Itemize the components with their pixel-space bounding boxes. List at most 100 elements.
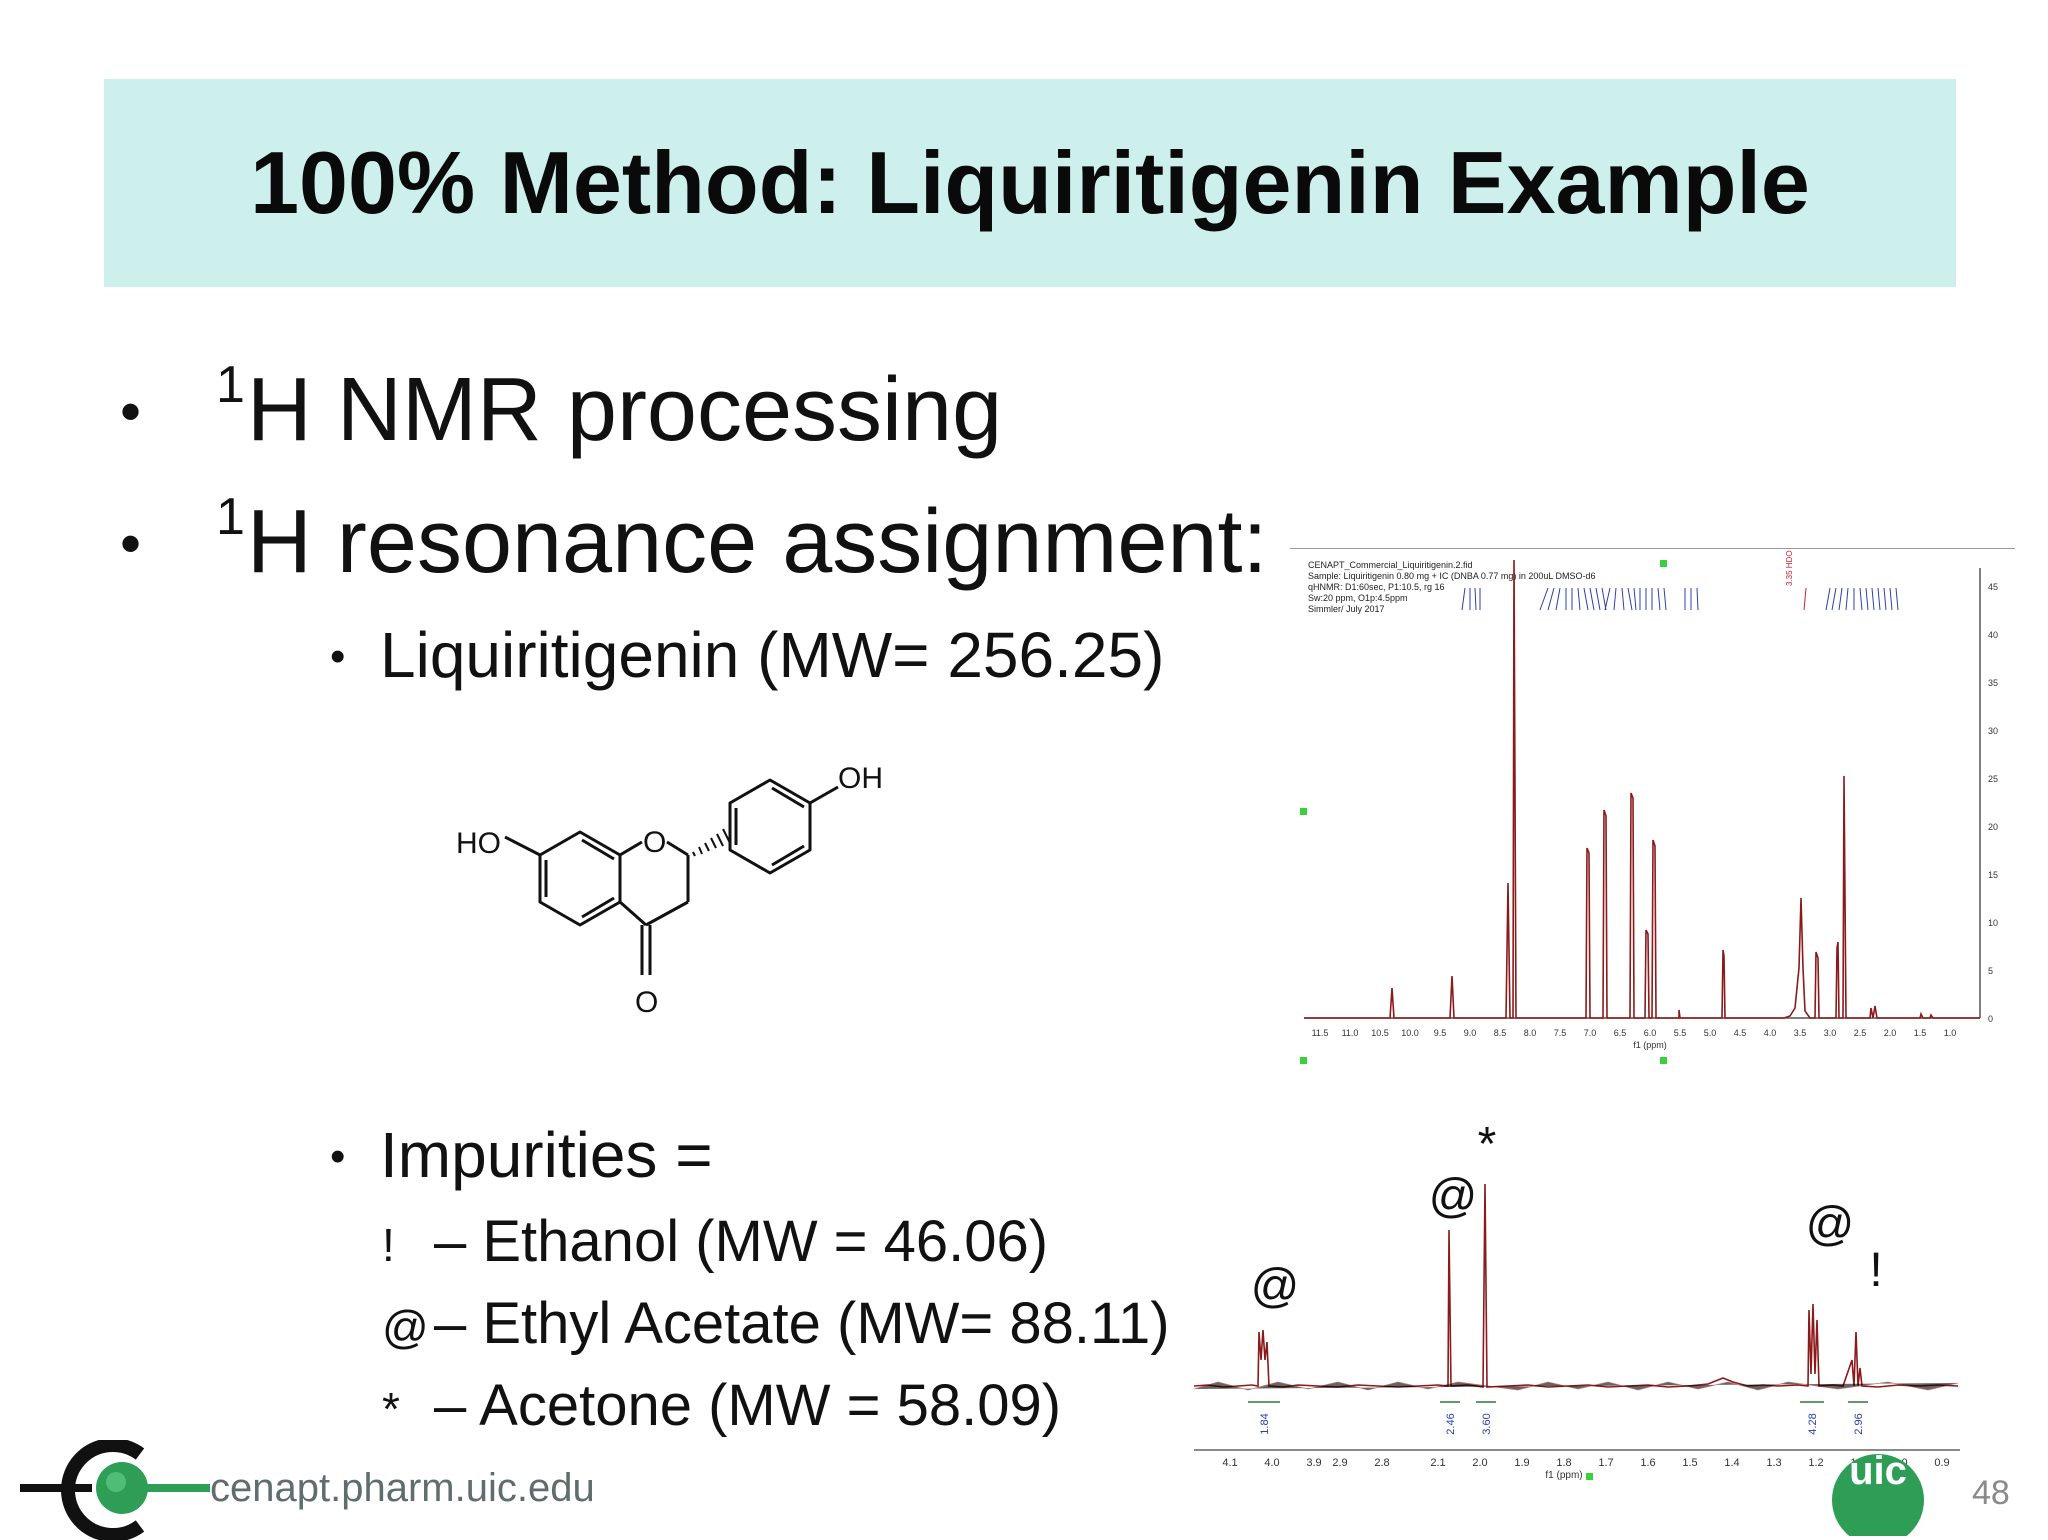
x-tick: 1.6	[1640, 1457, 1655, 1469]
hdo-label: 3.35 HDO	[1785, 550, 1794, 586]
spectrum-header-line: qHNMR: D1:60sec, P1:10.5, rg 16	[1308, 582, 1445, 592]
y-tick: 45	[1988, 582, 1998, 592]
impurity-symbol: !	[382, 1219, 395, 1271]
x-tick: 9.5	[1434, 1028, 1447, 1038]
impurity-text: – Acetone (MW = 58.09)	[434, 1373, 1062, 1438]
x-axis-label: f1 (ppm)	[1633, 1040, 1667, 1050]
marker-acetone: *	[1478, 1118, 1497, 1171]
bullet-nmr-processing: • 1 H NMR processing	[120, 356, 1003, 473]
x-tick: 4.5	[1734, 1028, 1747, 1038]
x-tick: 11.5	[1312, 1028, 1329, 1038]
compound-label: Liquiritigenin (MW= 256.25)	[380, 619, 1165, 691]
title-banner: 100% Method: Liquiritigenin Example	[104, 79, 1956, 287]
y-tick: 20	[1988, 822, 1998, 832]
impurity-acetone: * – Acetone (MW = 58.09)	[382, 1374, 1061, 1441]
x-axis-label: f1 (ppm)	[1545, 1470, 1582, 1480]
integral-value: 4.28	[1807, 1413, 1819, 1434]
atom-ring-o: O	[643, 826, 666, 859]
atom-ho: HO	[456, 827, 501, 860]
x-tick: 2.1	[1430, 1457, 1445, 1469]
x-tick: 3.5	[1794, 1028, 1807, 1038]
spectrum-header-line: CENAPT_Commercial_Liquiritigenin.2.fid	[1308, 560, 1473, 570]
y-tick: 30	[1988, 726, 1998, 736]
x-tick: 2.0	[1884, 1028, 1897, 1038]
atom-oh: OH	[838, 762, 883, 795]
y-tick: 15	[1988, 870, 1998, 880]
x-tick: 2.9	[1332, 1457, 1347, 1469]
y-tick: 40	[1988, 630, 1998, 640]
impurity-text: – Ethyl Acetate (MW= 88.11)	[434, 1291, 1170, 1356]
x-tick: 1.8	[1556, 1457, 1571, 1469]
x-tick: 6.0	[1644, 1028, 1657, 1038]
selection-handle[interactable]	[1660, 1057, 1667, 1064]
impurity-ethanol: ! – Ethanol (MW = 46.06)	[382, 1210, 1048, 1277]
x-tick: 10.5	[1371, 1028, 1389, 1038]
uic-text: uic	[1849, 1450, 1907, 1493]
bullet-dot: •	[330, 1132, 346, 1181]
x-tick: 7.0	[1584, 1028, 1597, 1038]
impurity-ethyl-acetate: @ – Ethyl Acetate (MW= 88.11)	[382, 1292, 1170, 1359]
x-tick: 4.0	[1764, 1028, 1777, 1038]
atom-carbonyl-o: O	[635, 986, 658, 1019]
y-tick: 10	[1988, 918, 1998, 928]
bullet-text: H NMR processing	[246, 360, 1003, 460]
bullet-resonance-assignment: • 1 H resonance assignment:	[120, 488, 1268, 605]
y-tick: 25	[1988, 774, 1998, 784]
bullet-dot: •	[120, 378, 142, 445]
x-tick: 11.0	[1342, 1028, 1359, 1038]
y-tick: 5	[1988, 966, 1993, 976]
cenapt-logo	[20, 1440, 210, 1540]
x-tick: 0.9	[1934, 1457, 1949, 1469]
selection-handle[interactable]	[1660, 560, 1667, 567]
y-tick: 0	[1988, 1014, 1993, 1024]
x-tick: 5.5	[1674, 1028, 1687, 1038]
selection-handle[interactable]	[1300, 1057, 1307, 1064]
x-tick: 1.5	[1682, 1457, 1697, 1469]
x-tick: 1.9	[1514, 1457, 1529, 1469]
marker-ethyl-acetate: @	[1806, 1198, 1855, 1251]
x-tick: 2.8	[1374, 1457, 1389, 1469]
page-number: 48	[1972, 1474, 2010, 1512]
integral-value: 1.84	[1259, 1413, 1271, 1434]
x-tick: 10.0	[1401, 1028, 1419, 1038]
impurity-symbol: @	[382, 1301, 429, 1353]
integral-value: 2.96	[1853, 1413, 1865, 1434]
spectrum-header-line: Simmler/ July 2017	[1308, 604, 1385, 614]
x-tick: 7.5	[1554, 1028, 1567, 1038]
x-tick: 6.5	[1614, 1028, 1627, 1038]
marker-ethyl-acetate: @	[1429, 1170, 1478, 1223]
bullet-dot: •	[330, 632, 346, 681]
x-tick: 8.0	[1524, 1028, 1537, 1038]
impurity-text: – Ethanol (MW = 46.06)	[434, 1209, 1049, 1274]
integral-value: 3.60	[1481, 1413, 1493, 1434]
superscript: 1	[216, 488, 245, 546]
x-tick: 9.0	[1464, 1028, 1477, 1038]
superscript: 1	[216, 356, 245, 414]
x-tick: 1.3	[1766, 1457, 1781, 1469]
x-tick: 4.1	[1222, 1457, 1237, 1469]
uic-logo: uic	[1832, 1450, 1924, 1536]
sub-bullet-impurities: • Impurities =	[330, 1120, 713, 1198]
sub-bullet-compound: • Liquiritigenin (MW= 256.25)	[330, 620, 1164, 698]
liquiritigenin-structure: HO O O OH	[456, 762, 883, 1019]
x-tick: 3.0	[1824, 1028, 1837, 1038]
y-tick: 35	[1988, 678, 1998, 688]
footer-url: cenapt.pharm.uic.edu	[210, 1466, 595, 1510]
impurities-heading: Impurities =	[380, 1119, 713, 1191]
spectrum-header-line: Sample: Liquiritigenin 0.80 mg + IC (DNB…	[1308, 571, 1596, 581]
x-tick: 5.0	[1704, 1028, 1717, 1038]
impurity-symbol: *	[382, 1383, 400, 1435]
x-tick: 4.0	[1264, 1457, 1279, 1469]
nmr-spectrum-impurities-zoom: @ @ * @ ! 1.84 2.46 3.60 4.28 2.96 4.1 4…	[1188, 1110, 1968, 1480]
x-tick: 8.5	[1494, 1028, 1507, 1038]
bullet-dot: •	[120, 510, 142, 577]
selection-handle[interactable]	[1300, 808, 1307, 815]
integral-value: 2.46	[1445, 1413, 1457, 1434]
x-tick: 1.4	[1724, 1457, 1739, 1469]
nmr-spectrum-full: CENAPT_Commercial_Liquiritigenin.2.fid S…	[1290, 548, 2015, 1068]
x-tick: 2.0	[1472, 1457, 1487, 1469]
selection-handle[interactable]	[1586, 1473, 1593, 1480]
x-tick: 1.5	[1914, 1028, 1927, 1038]
spectrum-header-line: Sw:20 ppm, O1p:4.5ppm	[1308, 593, 1408, 603]
bullet-text: H resonance assignment:	[246, 492, 1268, 592]
